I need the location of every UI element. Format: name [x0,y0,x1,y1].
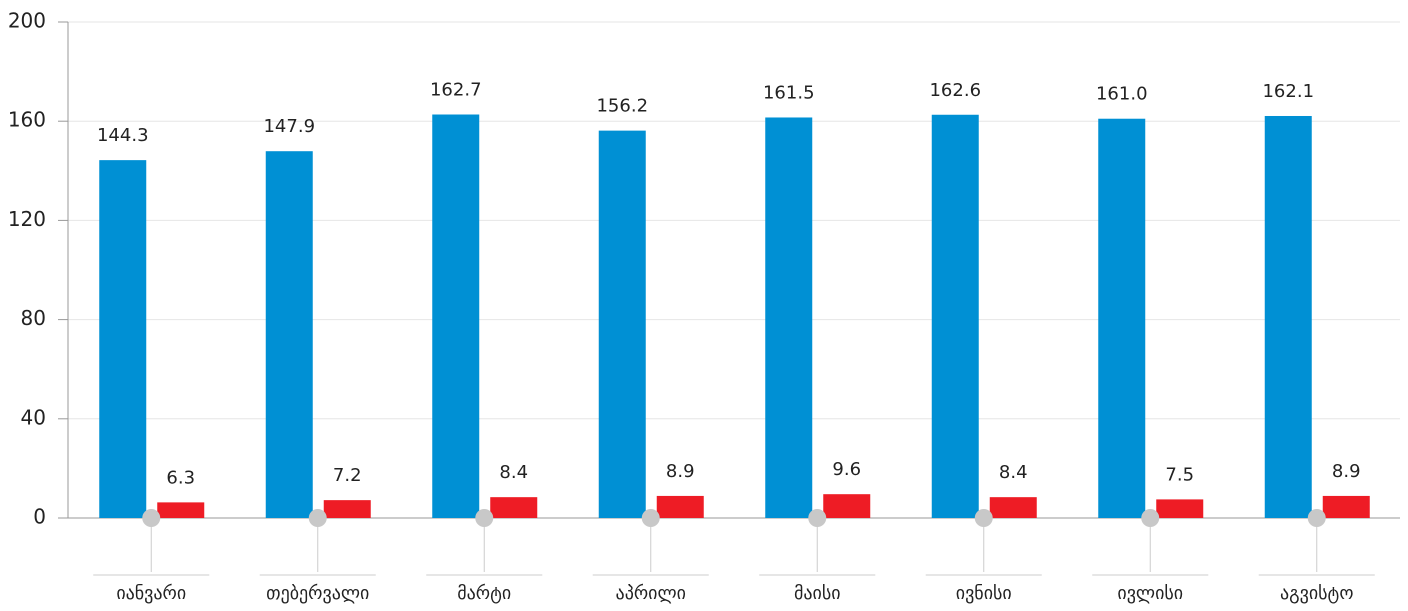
value-label: 156.2 [596,96,648,117]
value-label: 161.5 [763,82,815,103]
x-tick-label: ივნისი [956,583,1012,604]
bar [1098,118,1146,518]
y-tick-label: 200 [8,9,46,33]
bar [157,502,205,518]
x-tick-label: ივლისი [1117,583,1183,604]
category-dot [641,509,660,527]
category-dot [142,509,161,527]
x-tick-label: აპრილი [616,583,686,604]
y-tick-label: 40 [21,405,46,429]
bar [765,117,813,518]
category-dot [308,509,327,527]
y-tick-label: 160 [8,108,46,132]
bar [1264,115,1312,518]
value-label: 162.6 [929,80,981,101]
x-tick-label: თებერვალი [266,583,369,604]
x-tick-label: აგვისტო [1280,583,1353,604]
bar [823,494,871,518]
category-dot [1141,509,1160,527]
category-dot [475,509,494,527]
bar [99,160,147,519]
y-tick-label: 0 [33,505,46,529]
value-label: 147.9 [263,116,315,137]
category-dot [808,509,827,527]
category-dot [1307,509,1326,527]
value-label: 6.3 [166,467,195,488]
value-label: 7.2 [333,465,362,486]
value-label: 8.9 [1332,461,1361,482]
bar [931,114,979,518]
value-label: 9.6 [832,459,861,480]
value-label: 161.0 [1096,84,1148,105]
x-tick-label: იანვარი [116,583,186,604]
value-label: 162.7 [430,80,482,101]
bar [656,495,704,518]
value-label: 8.4 [499,462,528,483]
value-label: 162.1 [1262,81,1314,102]
bar [432,114,480,518]
bar [1156,499,1204,518]
bar [989,497,1037,518]
bar [265,151,313,518]
value-label: 144.3 [97,125,149,146]
y-tick-label: 80 [21,306,46,330]
x-tick-label: მაისი [794,583,841,604]
category-dot [974,509,993,527]
bar [1322,495,1370,518]
x-tick-label: მარტი [457,583,511,604]
bar [323,500,371,518]
bar [598,130,646,518]
value-label: 7.5 [1165,464,1194,485]
value-label: 8.9 [666,461,695,482]
value-label: 8.4 [999,462,1028,483]
y-tick-label: 120 [8,207,46,231]
bar [490,497,538,518]
